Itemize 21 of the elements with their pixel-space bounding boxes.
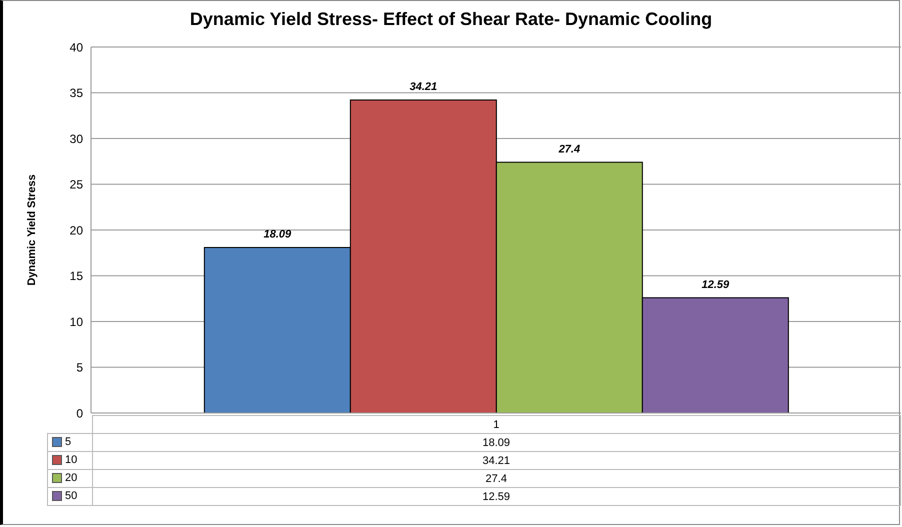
y-tick-label: 35 [70,86,84,100]
text: 27.4 [92,470,900,488]
data-label: 18.09 [264,228,292,240]
legend-label: 50 [65,490,78,502]
y-tick-label: 30 [70,132,84,146]
y-tick-label: 20 [70,223,84,238]
y-tick-label: 15 [70,269,84,284]
y-axis-title: Dynamic Yield Stress [26,174,38,286]
x-tick-label: 1 [92,416,900,434]
y-tick-label: 40 [70,40,84,54]
y-tick-label: 5 [76,360,84,375]
data-label: 27.4 [558,143,580,156]
text: 18.09 [92,434,900,452]
data-label: 34.21 [410,80,438,93]
text: 34.21 [92,452,900,470]
data-label: 12.59 [702,278,730,291]
text: 12.59 [92,488,900,506]
y-tick-label: 10 [70,314,84,329]
y-tick-label: 25 [70,178,84,192]
y-tick-label: 0 [76,406,84,420]
chart-title: Dynamic Yield Stress- Effect of Shear Rate- Dynamic Cooling [188,9,714,31]
